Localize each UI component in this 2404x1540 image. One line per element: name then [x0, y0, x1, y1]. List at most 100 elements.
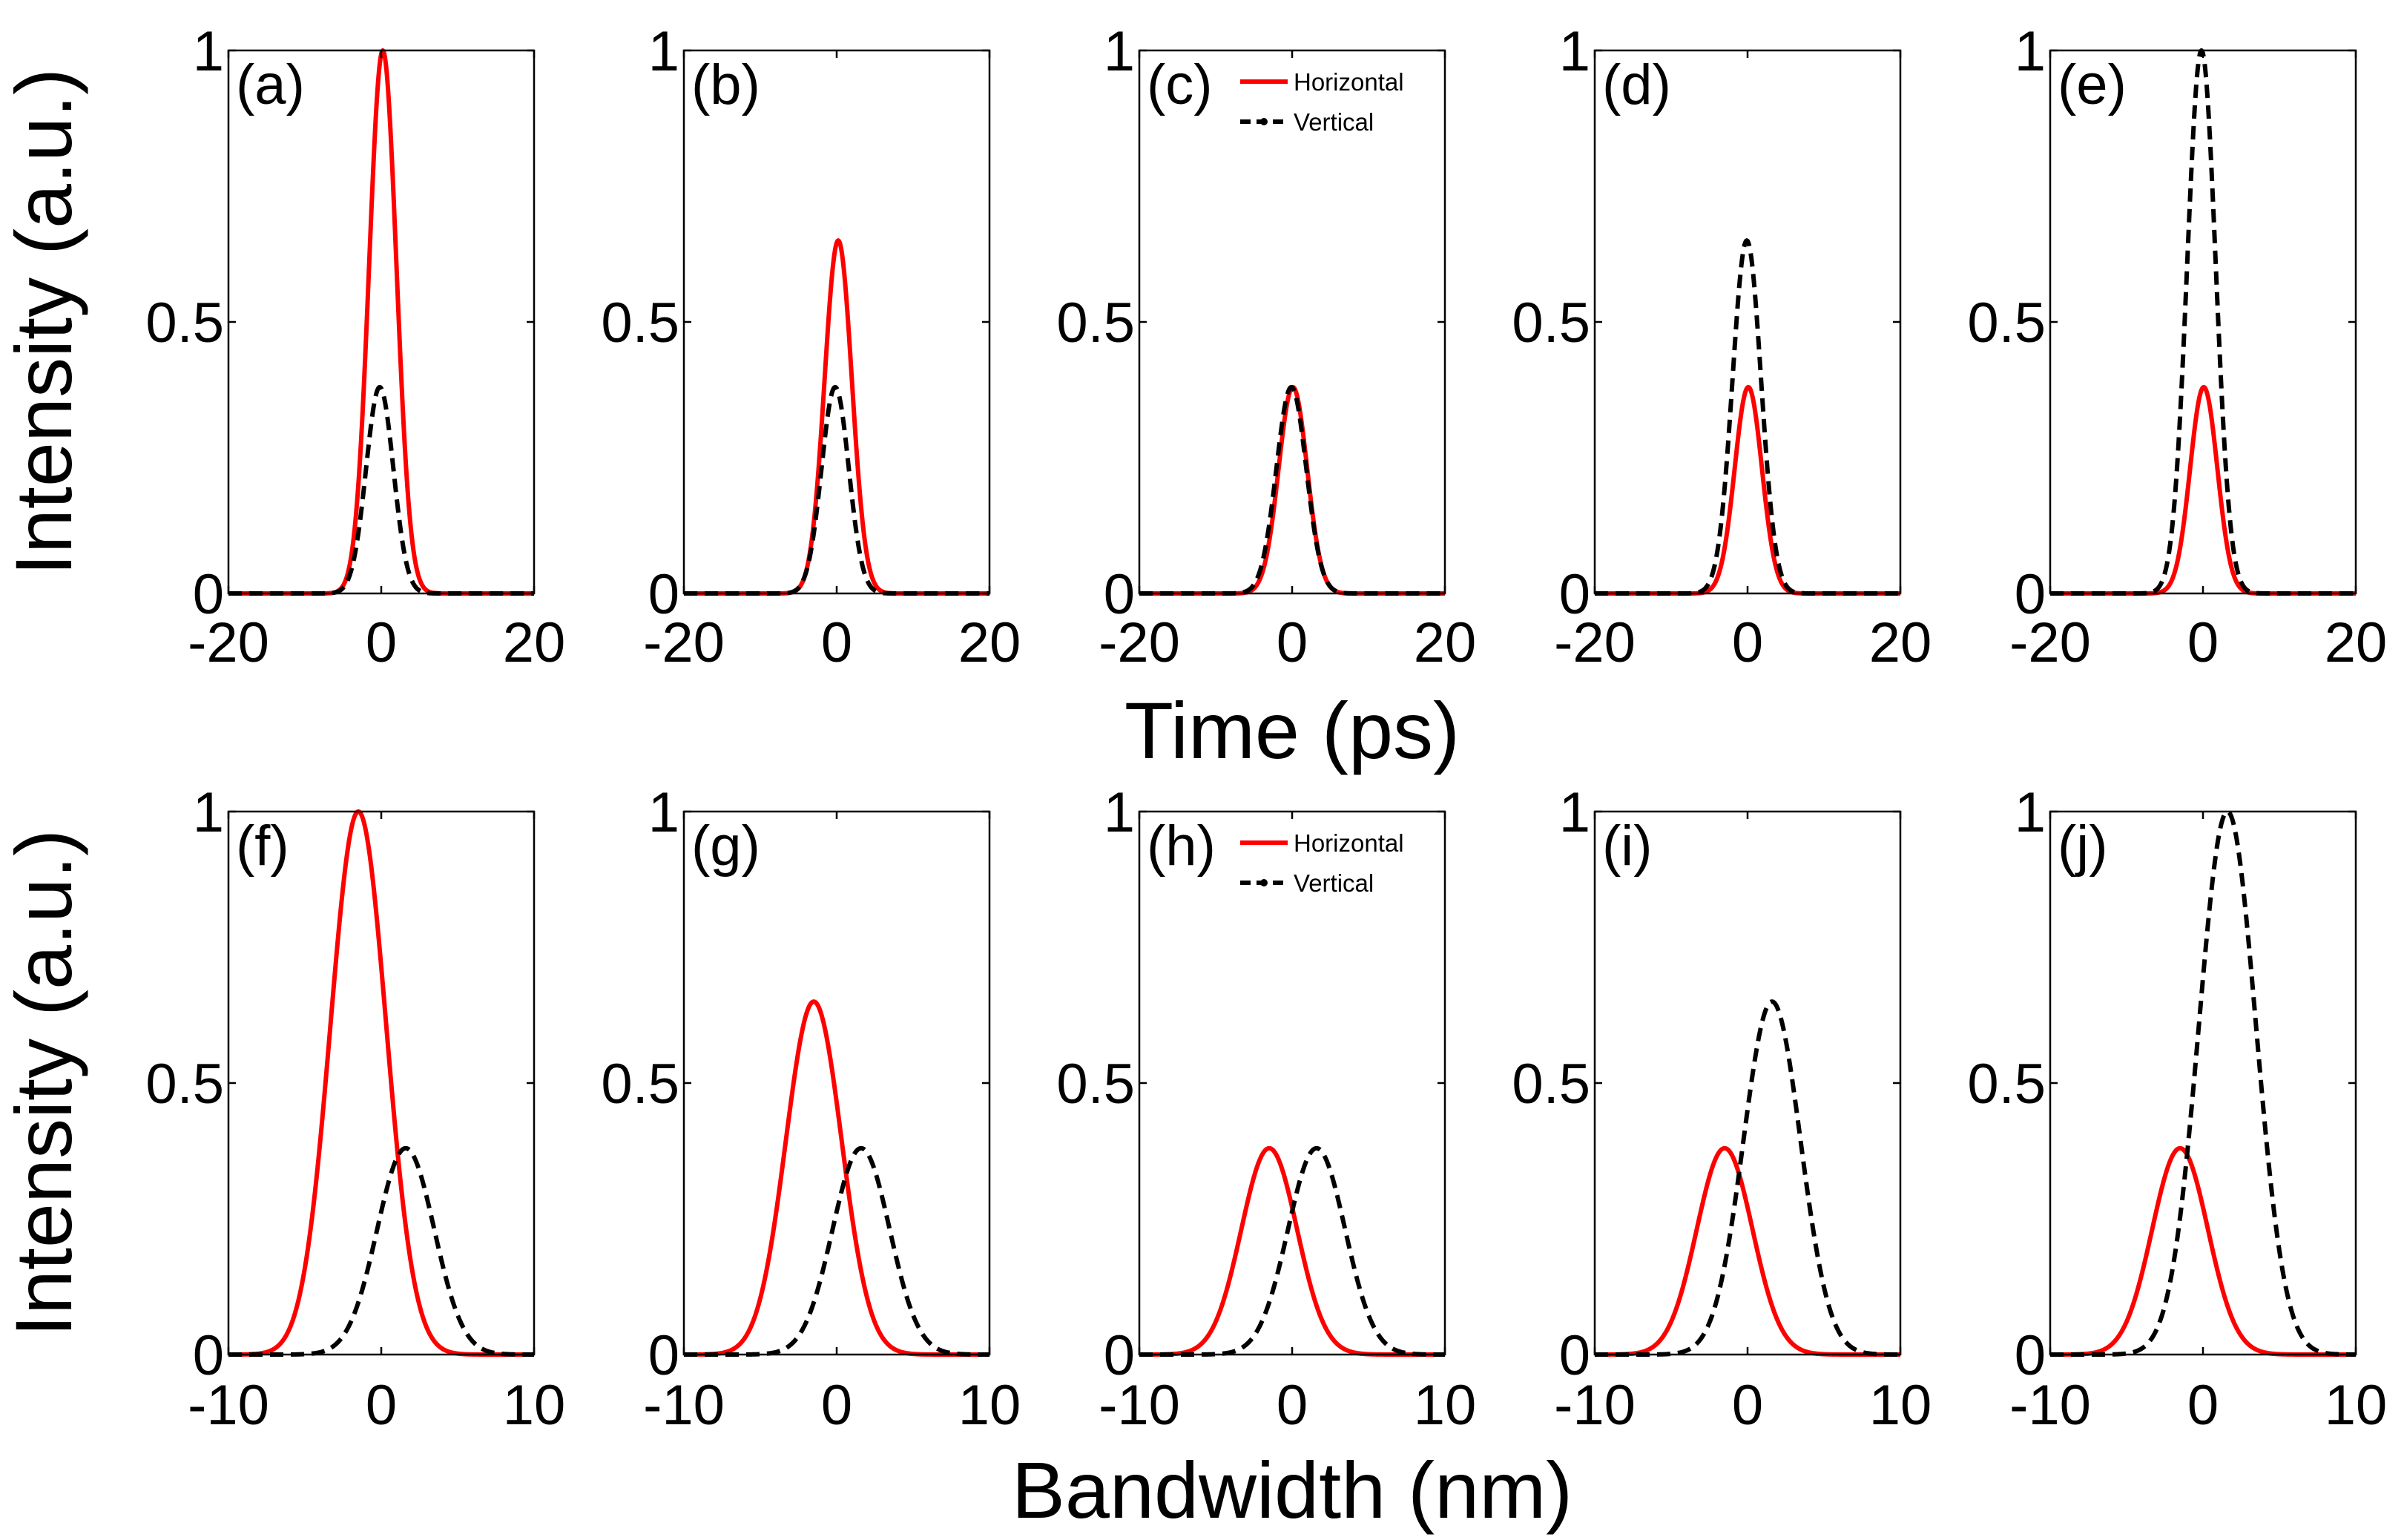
axes-frame: [2049, 810, 2357, 1356]
x-tick-label: -20: [1099, 611, 1180, 674]
panel-label: (e): [2058, 53, 2127, 116]
vertical-curve: [1139, 1145, 1445, 1357]
axes-frame: [1593, 49, 1902, 595]
axes-frame: [1138, 810, 1446, 1356]
y-tick-label: 0.5: [1967, 292, 2046, 355]
panel-label: (i): [1602, 815, 1653, 878]
legend: Horizontal Vertical: [1240, 829, 1404, 897]
x-tick-label: 0: [2187, 1374, 2219, 1437]
legend-marker-vertical: [1260, 118, 1268, 125]
panel-a: 00.51-20 0 20(a): [145, 20, 565, 674]
legend-label-horizontal: Horizontal: [1294, 68, 1404, 96]
y-tick-label: 1: [1559, 20, 1590, 83]
y-tick-label: 1: [1104, 781, 1135, 844]
y-axis-title: Intensity (a.u.): [0, 68, 88, 576]
x-tick-label: 20: [1869, 611, 1932, 674]
panel-label: (a): [236, 53, 305, 116]
panel-label: (h): [1147, 815, 1216, 878]
x-tick-label: 0: [821, 611, 852, 674]
x-tick-label: 0: [1277, 1374, 1308, 1437]
vertical-curve: [2050, 48, 2356, 596]
x-tick-label: 10: [1869, 1374, 1932, 1437]
panel-label: (f): [236, 815, 289, 878]
x-tick-label: 0: [2187, 611, 2219, 674]
y-tick-label: 1: [648, 781, 679, 844]
x-tick-label: 20: [2325, 611, 2388, 674]
x-tick-label: -10: [2009, 1374, 2091, 1437]
horizontal-curve: [1139, 1145, 1445, 1357]
y-tick-label: 0: [1104, 1324, 1135, 1387]
vertical-curve: [228, 384, 534, 596]
x-tick-label: 10: [2325, 1374, 2388, 1437]
x-tick-label: -10: [1099, 1374, 1180, 1437]
y-tick-label: 0: [648, 1324, 679, 1387]
x-tick-label: 10: [1414, 1374, 1477, 1437]
y-tick-label: 0: [193, 563, 224, 626]
axes-frame: [1593, 810, 1902, 1356]
vertical-curve: [228, 1145, 534, 1357]
x-tick-label: -20: [2009, 611, 2091, 674]
panel-label: (g): [691, 815, 760, 878]
axes-frame: [682, 810, 991, 1356]
x-tick-label: 20: [1414, 611, 1477, 674]
legend-label-vertical: Vertical: [1294, 108, 1374, 136]
x-axis-title: Bandwidth (nm): [1012, 1445, 1573, 1535]
y-tick-label: 0.5: [145, 292, 224, 355]
x-tick-label: 0: [821, 1374, 852, 1437]
x-tick-label: 10: [503, 1374, 566, 1437]
panel-label: (c): [1147, 53, 1213, 116]
x-tick-label: 20: [503, 611, 566, 674]
axes-frame: [1138, 49, 1446, 595]
panel-f: 00.51-10 0 10(f): [145, 781, 565, 1437]
horizontal-curve: [2050, 1145, 2356, 1357]
panel-d: 00.51-20 0 20(d): [1512, 20, 1932, 674]
x-tick-label: -10: [1554, 1374, 1636, 1437]
x-tick-label: 20: [958, 611, 1021, 674]
horizontal-curve: [1139, 384, 1445, 596]
horizontal-curve: [228, 48, 534, 596]
x-tick-label: -10: [643, 1374, 725, 1437]
y-tick-label: 0: [1559, 1324, 1590, 1387]
y-axis-title: Intensity (a.u.): [0, 829, 88, 1337]
y-tick-label: 1: [2015, 20, 2046, 83]
panel-b: 00.51-20 0 20(b): [601, 20, 1021, 674]
y-tick-label: 0: [1104, 563, 1135, 626]
x-tick-label: -20: [1554, 611, 1636, 674]
y-tick-label: 0.5: [1512, 292, 1590, 355]
y-tick-label: 1: [193, 20, 224, 83]
axes-frame: [682, 49, 991, 595]
axes-frame: [2049, 49, 2357, 595]
x-tick-label: 0: [1277, 611, 1308, 674]
y-tick-label: 1: [1559, 781, 1590, 844]
x-axis-title: Time (ps): [1124, 685, 1460, 775]
y-tick-label: 0.5: [1512, 1053, 1590, 1116]
legend-label-horizontal: Horizontal: [1294, 829, 1404, 857]
y-tick-label: 0.5: [1967, 1053, 2046, 1116]
legend-marker-vertical: [1260, 879, 1268, 886]
vertical-curve: [1595, 999, 1900, 1357]
horizontal-curve: [684, 238, 989, 596]
x-tick-label: 0: [366, 1374, 397, 1437]
y-tick-label: 0.5: [1056, 1053, 1135, 1116]
y-tick-label: 0.5: [601, 292, 679, 355]
axes-frame: [227, 810, 536, 1356]
y-tick-label: 1: [648, 20, 679, 83]
vertical-curve: [2050, 809, 2356, 1357]
horizontal-curve: [1595, 384, 1900, 596]
horizontal-curve: [684, 999, 989, 1357]
panel-g: 00.51-10 0 10(g): [601, 781, 1021, 1437]
y-tick-label: 0.5: [601, 1053, 679, 1116]
y-tick-label: 0: [2015, 563, 2046, 626]
vertical-curve: [684, 384, 989, 596]
horizontal-curve: [1595, 1145, 1900, 1357]
y-tick-label: 0: [1559, 563, 1590, 626]
panel-label: (j): [2058, 815, 2108, 878]
horizontal-curve: [2050, 384, 2356, 596]
panel-j: 00.51-10 0 10(j): [1967, 781, 2387, 1437]
y-tick-label: 0: [2015, 1324, 2046, 1387]
x-tick-label: -10: [188, 1374, 269, 1437]
y-tick-label: 0.5: [145, 1053, 224, 1116]
y-tick-label: 1: [1104, 20, 1135, 83]
legend-label-vertical: Vertical: [1294, 869, 1374, 897]
